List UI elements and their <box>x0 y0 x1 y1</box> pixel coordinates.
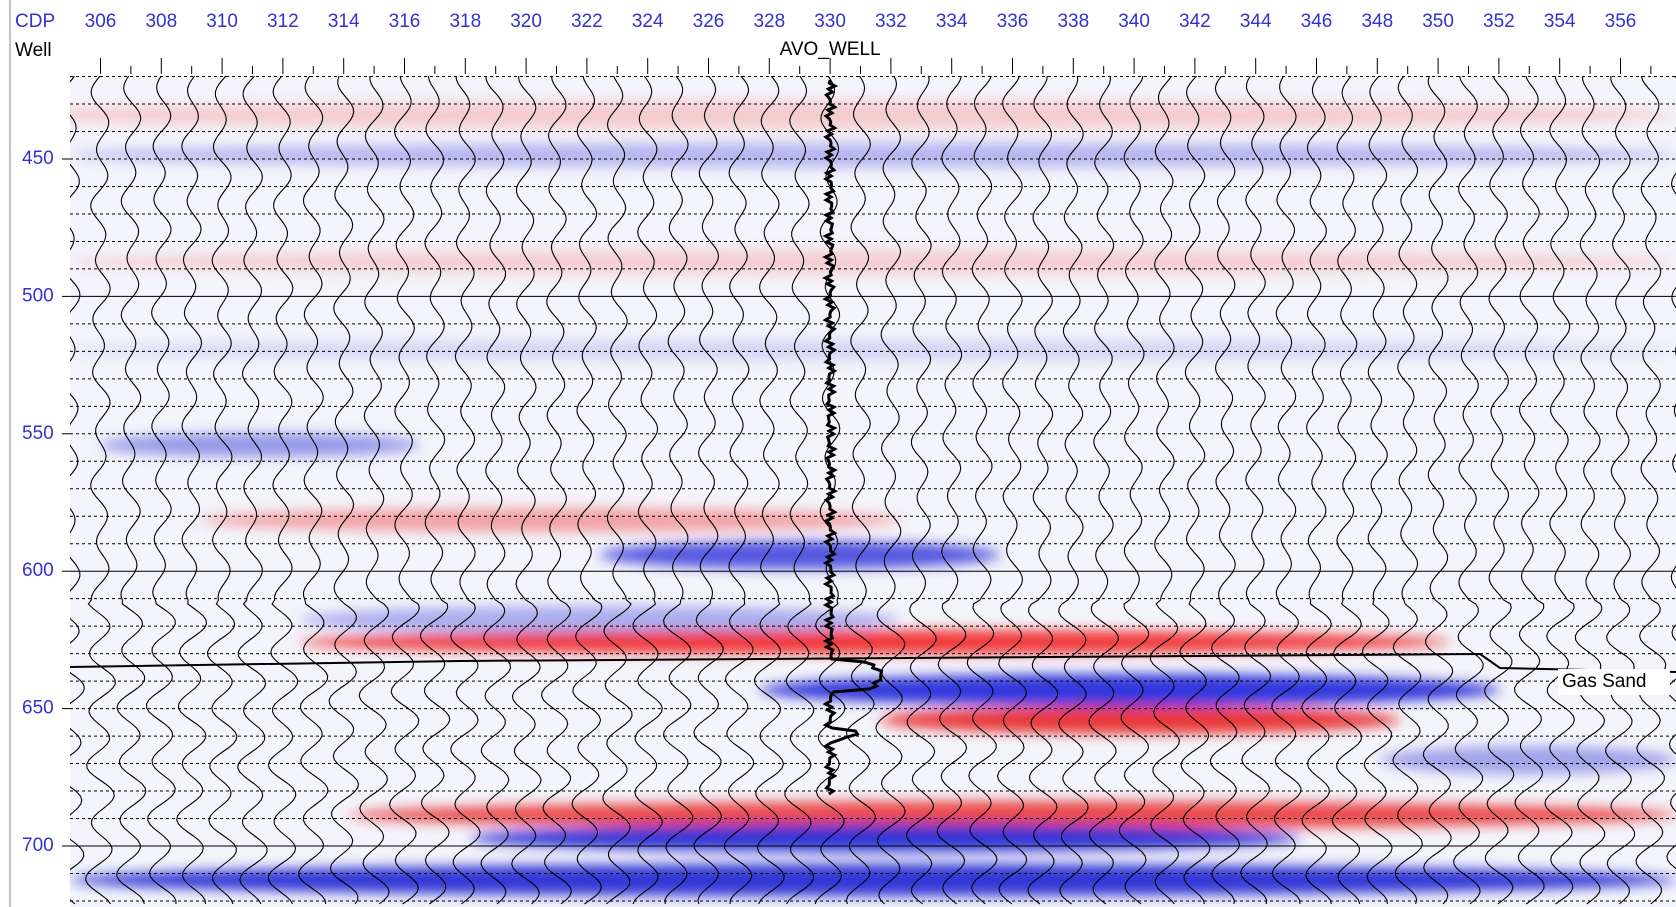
cdp-tick-label: 338 <box>1057 11 1089 32</box>
cdp-tick-label: 322 <box>571 11 603 32</box>
amplitude-band <box>760 674 1500 706</box>
time-tick-label: 650 <box>22 698 54 719</box>
cdp-tick-label: 334 <box>936 11 968 32</box>
cdp-tick-label: 310 <box>206 11 238 32</box>
cdp-tick-label: 346 <box>1301 11 1333 32</box>
time-tick-label: 450 <box>22 148 54 169</box>
time-tick-label: 600 <box>22 560 54 581</box>
cdp-tick-label: 328 <box>753 11 785 32</box>
cdp-tick-label: 354 <box>1544 11 1576 32</box>
cdp-tick-label: 314 <box>328 11 360 32</box>
amplitude-band <box>70 143 1676 167</box>
cdp-tick-label: 348 <box>1361 11 1393 32</box>
amplitude-band <box>600 541 1000 569</box>
cdp-label: CDP <box>15 11 55 32</box>
amplitude-band <box>300 606 900 634</box>
cdp-tick-label: 350 <box>1422 11 1454 32</box>
amplitude-band <box>70 864 1676 896</box>
amplitude-band <box>100 433 420 457</box>
cdp-tick-label: 320 <box>510 11 542 32</box>
well-name: AVO_WELL <box>780 39 881 60</box>
cdp-tick-label: 324 <box>632 11 664 32</box>
cdp-tick-label: 336 <box>997 11 1029 32</box>
well-label: Well <box>15 40 52 61</box>
time-tick-label: 700 <box>22 835 54 856</box>
cdp-tick-label: 306 <box>85 11 117 32</box>
cdp-tick-label: 330 <box>814 11 846 32</box>
cdp-tick-label: 340 <box>1118 11 1150 32</box>
cdp-tick-label: 316 <box>389 11 421 32</box>
cdp-tick-label: 318 <box>449 11 481 32</box>
time-tick-label: 550 <box>22 423 54 444</box>
cdp-tick-label: 332 <box>875 11 907 32</box>
cdp-tick-label: 308 <box>145 11 177 32</box>
cdp-tick-label: 352 <box>1483 11 1515 32</box>
horizon-label: Gas Sand <box>1562 671 1647 692</box>
plot-area <box>70 76 1676 907</box>
cdp-tick-label: 342 <box>1179 11 1211 32</box>
cdp-tick-label: 356 <box>1605 11 1637 32</box>
cdp-tick-label: 312 <box>267 11 299 32</box>
cdp-tick-label: 326 <box>693 11 725 32</box>
seismic-view: Gas Sand CDP Well 306 308 310 312 314 316 318 3… <box>0 0 1676 907</box>
amplitude-band <box>880 706 1400 734</box>
amplitude-band <box>0 101 1676 129</box>
time-tick-label: 500 <box>22 285 54 306</box>
cdp-tick-label: 344 <box>1240 11 1272 32</box>
